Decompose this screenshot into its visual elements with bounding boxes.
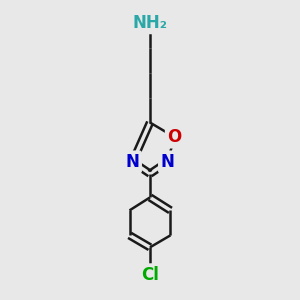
Text: Cl: Cl [141, 266, 159, 284]
Text: NH₂: NH₂ [133, 14, 167, 32]
Text: O: O [167, 128, 182, 146]
Text: N: N [126, 153, 140, 171]
Text: N: N [160, 153, 174, 171]
